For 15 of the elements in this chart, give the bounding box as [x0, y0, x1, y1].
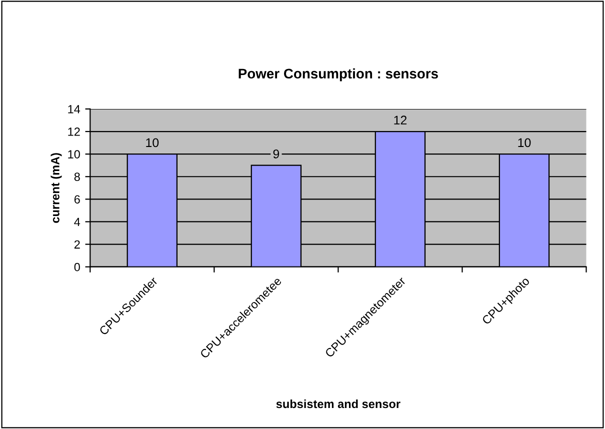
y-tick-label: 14: [68, 105, 80, 114]
y-tick-label: 2: [74, 240, 80, 249]
y-tick-label: 6: [74, 195, 80, 204]
y-tick-label: 10: [68, 150, 80, 158]
data-label: 9: [273, 150, 280, 158]
y-axis-title: current (mA): [50, 153, 62, 223]
y-tick-label: 8: [74, 172, 80, 182]
chart-title: Power Consumption : sensors: [238, 68, 438, 82]
data-label: 12: [394, 116, 407, 124]
data-label: 10: [518, 138, 531, 148]
y-tick-label: 12: [68, 128, 80, 136]
y-tick-label: 4: [74, 218, 80, 226]
x-axis-title: subsistem and sensor: [276, 399, 400, 408]
y-tick-label: 0: [74, 262, 80, 272]
data-label: 10: [146, 138, 159, 148]
